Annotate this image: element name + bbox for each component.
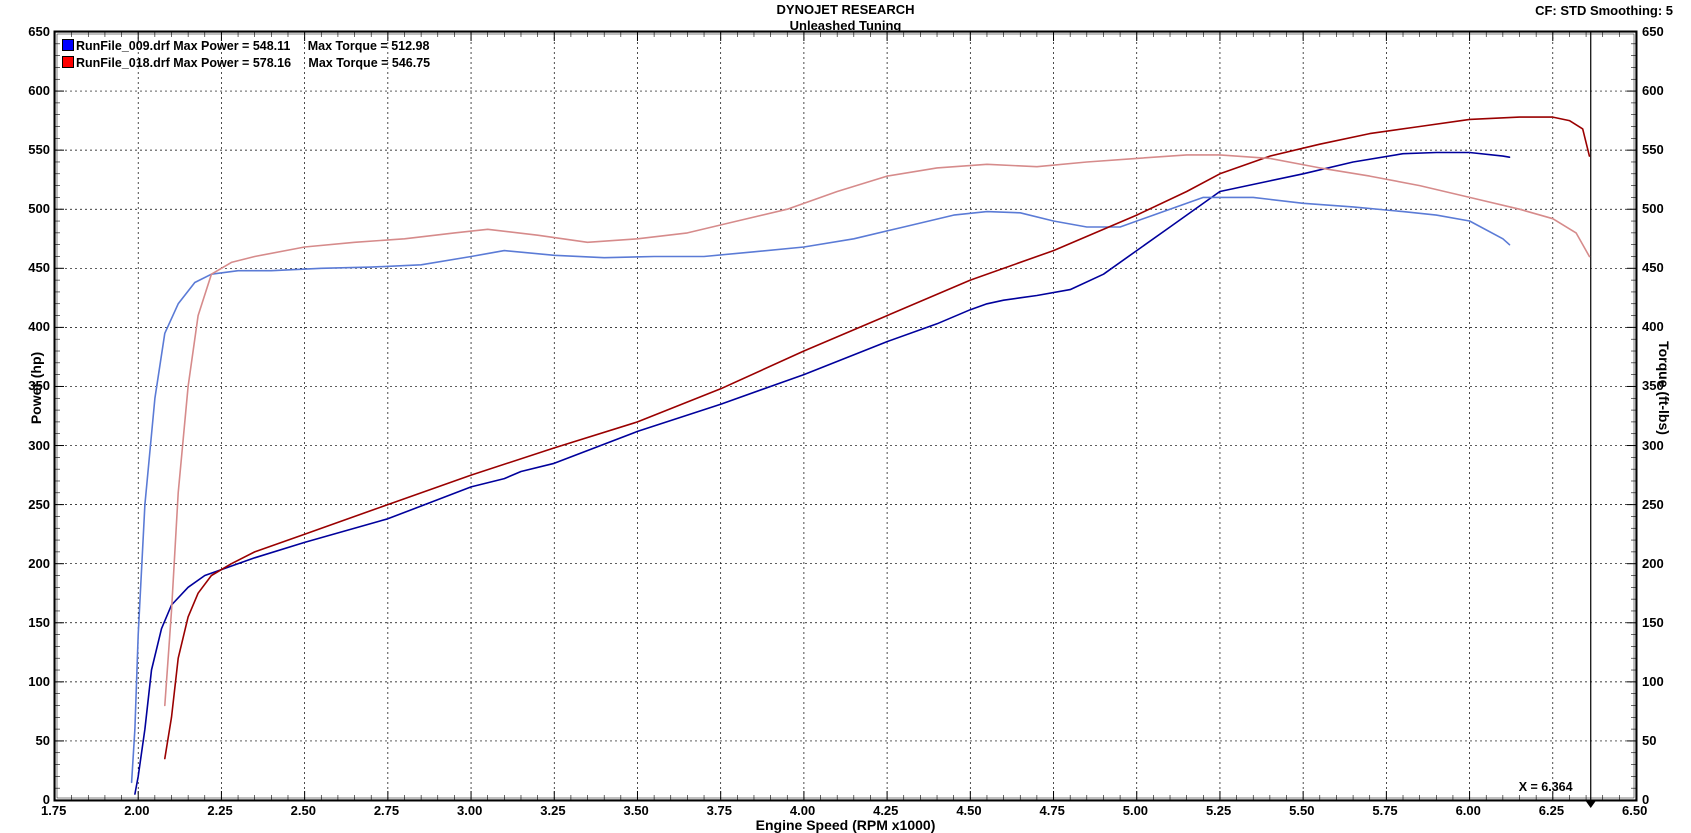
- x-tick-label: 5.00: [1123, 803, 1148, 818]
- legend: RunFile_009.drf Max Power = 548.11 Max T…: [62, 38, 430, 72]
- y-tick-label-right: 250: [1642, 497, 1664, 512]
- x-tick-label: 2.00: [124, 803, 149, 818]
- y-tick-label-left: 150: [28, 615, 50, 630]
- x-tick-label: 4.00: [790, 803, 815, 818]
- legend-power: Max Power = 578.16: [173, 56, 291, 70]
- y-tick-label-left: 650: [28, 24, 50, 39]
- y-tick-label-left: 550: [28, 142, 50, 157]
- x-tick-label: 4.25: [873, 803, 898, 818]
- x-tick-label: 2.25: [207, 803, 232, 818]
- chart-title: DYNOJET RESEARCH Unleashed Tuning: [0, 2, 1691, 35]
- x-tick-label: 3.25: [540, 803, 565, 818]
- y-tick-label-right: 350: [1642, 378, 1664, 393]
- y-tick-label-left: 200: [28, 556, 50, 571]
- x-tick-label: 2.50: [291, 803, 316, 818]
- dyno-chart-container: DYNOJET RESEARCH Unleashed Tuning CF: ST…: [0, 0, 1691, 833]
- legend-torque: Max Torque = 546.75: [308, 56, 430, 70]
- y-tick-label-left: 600: [28, 83, 50, 98]
- legend-row: RunFile_009.drf Max Power = 548.11 Max T…: [62, 38, 430, 55]
- x-tick-label: 3.50: [623, 803, 648, 818]
- y-tick-label-left: 500: [28, 201, 50, 216]
- plot-svg: [0, 0, 1691, 833]
- y-tick-label-left: 250: [28, 497, 50, 512]
- y-tick-label-right: 200: [1642, 556, 1664, 571]
- y-tick-label-right: 500: [1642, 201, 1664, 216]
- cursor-x-readout: X = 6.364: [1519, 780, 1573, 794]
- title-line-1: DYNOJET RESEARCH: [777, 2, 915, 17]
- y-tick-label-left: 350: [28, 378, 50, 393]
- x-tick-label: 6.00: [1456, 803, 1481, 818]
- y-tick-label-left: 100: [28, 674, 50, 689]
- x-tick-label: 6.25: [1539, 803, 1564, 818]
- legend-torque: Max Torque = 512.98: [308, 39, 430, 53]
- x-tick-label: 3.75: [707, 803, 732, 818]
- y-tick-label-right: 400: [1642, 319, 1664, 334]
- y-tick-label-left: 50: [36, 733, 50, 748]
- y-tick-label-right: 600: [1642, 83, 1664, 98]
- legend-file: RunFile_018.drf: [76, 56, 170, 70]
- legend-file: RunFile_009.drf: [76, 39, 170, 53]
- y-tick-label-right: 300: [1642, 438, 1664, 453]
- legend-swatch: [62, 56, 74, 68]
- title-line-2: Unleashed Tuning: [790, 18, 902, 33]
- y-tick-label-right: 450: [1642, 260, 1664, 275]
- y-tick-label-right: 650: [1642, 24, 1664, 39]
- x-tick-label: 5.25: [1206, 803, 1231, 818]
- y-tick-label-left: 0: [43, 792, 50, 807]
- legend-row: RunFile_018.drf Max Power = 578.16 Max T…: [62, 55, 430, 72]
- chart-settings-readout: CF: STD Smoothing: 5: [1535, 3, 1673, 18]
- y-tick-label-right: 0: [1642, 792, 1649, 807]
- x-tick-label: 4.75: [1040, 803, 1065, 818]
- y-tick-label-right: 550: [1642, 142, 1664, 157]
- x-axis-label: Engine Speed (RPM x1000): [0, 817, 1691, 833]
- legend-power: Max Power = 548.11: [173, 39, 290, 53]
- x-tick-label: 5.50: [1289, 803, 1314, 818]
- y-tick-label-right: 50: [1642, 733, 1656, 748]
- y-tick-label-left: 400: [28, 319, 50, 334]
- legend-swatch: [62, 39, 74, 51]
- y-tick-label-left: 450: [28, 260, 50, 275]
- y-tick-label-left: 300: [28, 438, 50, 453]
- x-tick-label: 3.00: [457, 803, 482, 818]
- y-tick-label-right: 100: [1642, 674, 1664, 689]
- x-tick-label: 4.50: [956, 803, 981, 818]
- x-tick-label: 5.75: [1372, 803, 1397, 818]
- y-tick-label-right: 150: [1642, 615, 1664, 630]
- x-tick-label: 2.75: [374, 803, 399, 818]
